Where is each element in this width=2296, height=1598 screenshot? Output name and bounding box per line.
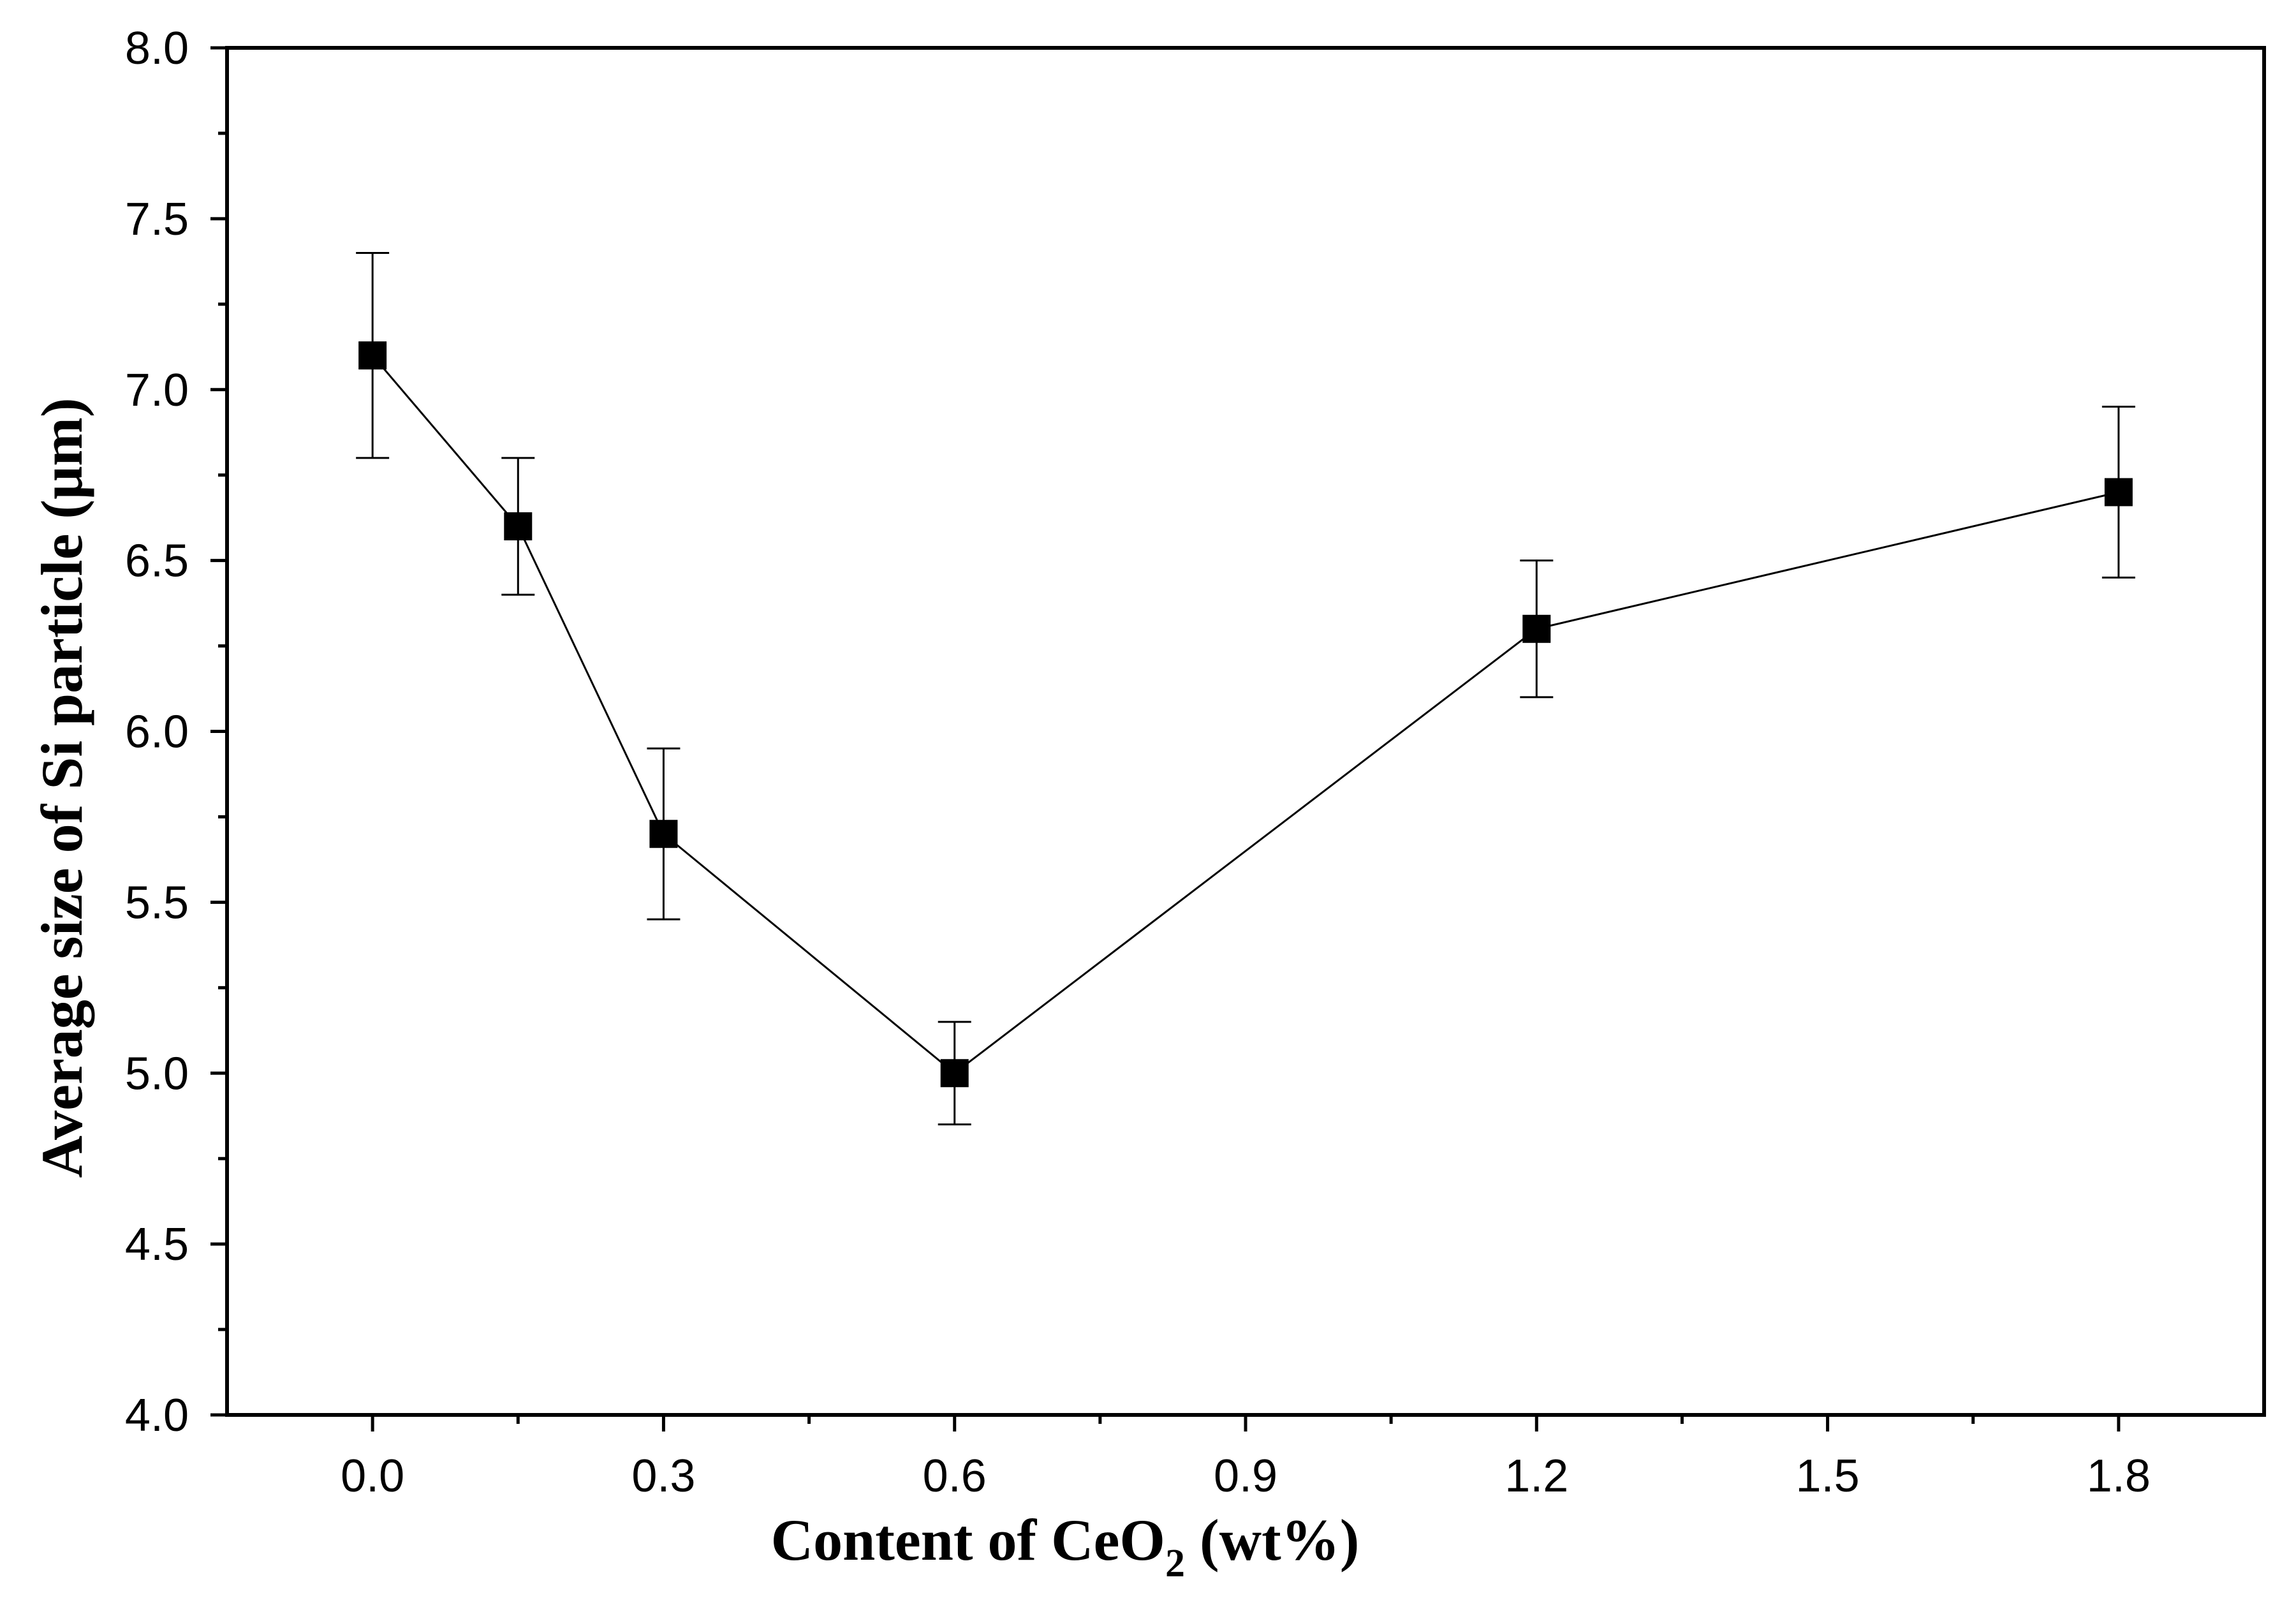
plot-frame	[225, 46, 2266, 1417]
series-line	[372, 355, 2119, 1075]
x-axis-ticks: 0.0 0.3 0.6 0.9 1.2 1.5 1.8	[341, 1415, 2151, 1502]
y-tick-label: 5.5	[125, 877, 189, 928]
data-point-marker	[649, 820, 678, 848]
data-point-marker	[1522, 614, 1551, 643]
y-tick-label: 5.0	[125, 1048, 189, 1099]
x-tick-label: 1.8	[2087, 1451, 2151, 1502]
y-axis-ticks: 4.0 4.5 5.0 5.5 6.0 6.5 7.0 7.5 8.0	[125, 23, 227, 1441]
y-tick-label: 6.0	[125, 707, 189, 758]
y-tick-label: 7.0	[125, 365, 189, 416]
y-tick-label: 7.5	[125, 194, 189, 245]
x-axis-title-subscript: 2	[1165, 1542, 1185, 1585]
x-tick-label: 1.2	[1505, 1451, 1568, 1502]
y-tick-label: 8.0	[125, 23, 189, 74]
x-axis-title: Content of CeO2 (wt%)	[771, 1507, 1360, 1585]
x-tick-label: 0.0	[341, 1451, 404, 1502]
x-axis-title-suffix: (wt%)	[1185, 1507, 1359, 1572]
data-point-marker	[358, 341, 387, 370]
y-axis-title: Average size of Si particle (μm)	[29, 398, 94, 1178]
data-point-marker	[504, 512, 533, 541]
y-tick-label: 6.5	[125, 536, 189, 587]
series-layer	[356, 251, 2135, 1126]
x-tick-label: 0.9	[1214, 1451, 1277, 1502]
y-tick-label: 4.5	[125, 1219, 189, 1270]
plot-border	[225, 46, 2266, 1417]
x-axis-title-prefix: Content of CeO	[771, 1507, 1165, 1572]
data-point-marker	[2104, 478, 2133, 507]
data-point-marker	[940, 1059, 969, 1088]
y-tick-label: 4.0	[125, 1390, 189, 1441]
x-tick-label: 0.6	[923, 1451, 987, 1502]
x-tick-label: 1.5	[1796, 1451, 1860, 1502]
x-tick-label: 0.3	[631, 1451, 695, 1502]
